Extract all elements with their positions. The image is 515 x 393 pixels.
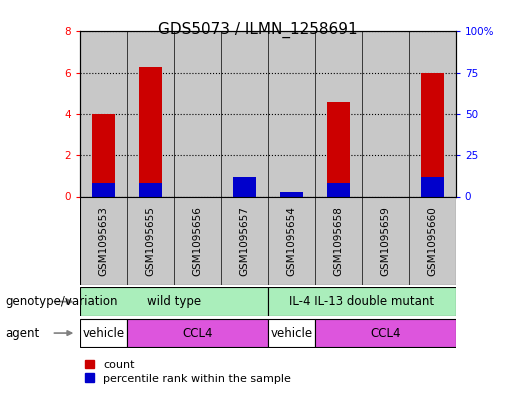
Bar	[221, 31, 268, 196]
Text: GSM1095655: GSM1095655	[145, 206, 156, 275]
Text: GSM1095653: GSM1095653	[98, 206, 108, 275]
Bar	[80, 31, 127, 196]
Text: IL-4 IL-13 double mutant: IL-4 IL-13 double mutant	[289, 295, 434, 308]
Bar	[174, 31, 221, 196]
Bar	[327, 101, 350, 196]
Bar	[92, 114, 115, 196]
Text: GSM1095656: GSM1095656	[192, 206, 202, 275]
Bar	[233, 177, 256, 196]
FancyBboxPatch shape	[80, 319, 127, 347]
Bar	[92, 183, 115, 196]
Text: vehicle: vehicle	[270, 327, 313, 340]
FancyBboxPatch shape	[127, 319, 268, 347]
Text: agent: agent	[5, 327, 40, 340]
Text: GDS5073 / ILMN_1258691: GDS5073 / ILMN_1258691	[158, 22, 357, 38]
Text: GSM1095658: GSM1095658	[333, 206, 344, 275]
Text: wild type: wild type	[147, 295, 201, 308]
Bar	[280, 191, 303, 196]
Text: CCL4: CCL4	[370, 327, 401, 340]
Bar	[421, 177, 444, 196]
Text: GSM1095660: GSM1095660	[427, 206, 437, 275]
Text: GSM1095654: GSM1095654	[286, 206, 296, 275]
FancyBboxPatch shape	[80, 287, 268, 316]
FancyBboxPatch shape	[268, 287, 456, 316]
Text: vehicle: vehicle	[82, 327, 125, 340]
Bar	[421, 73, 444, 196]
FancyBboxPatch shape	[268, 319, 315, 347]
Text: GSM1095657: GSM1095657	[239, 206, 249, 275]
Bar	[268, 31, 315, 196]
Legend: count, percentile rank within the sample: count, percentile rank within the sample	[85, 360, 291, 384]
FancyBboxPatch shape	[80, 196, 456, 285]
Bar	[315, 31, 362, 196]
Text: CCL4: CCL4	[182, 327, 213, 340]
Bar	[127, 31, 174, 196]
FancyBboxPatch shape	[315, 319, 456, 347]
Bar	[327, 183, 350, 196]
Text: genotype/variation: genotype/variation	[5, 295, 117, 308]
Bar	[233, 180, 256, 196]
Bar	[409, 31, 456, 196]
Bar	[362, 31, 409, 196]
Bar	[139, 66, 162, 196]
Text: GSM1095659: GSM1095659	[380, 206, 390, 275]
Bar	[139, 183, 162, 196]
